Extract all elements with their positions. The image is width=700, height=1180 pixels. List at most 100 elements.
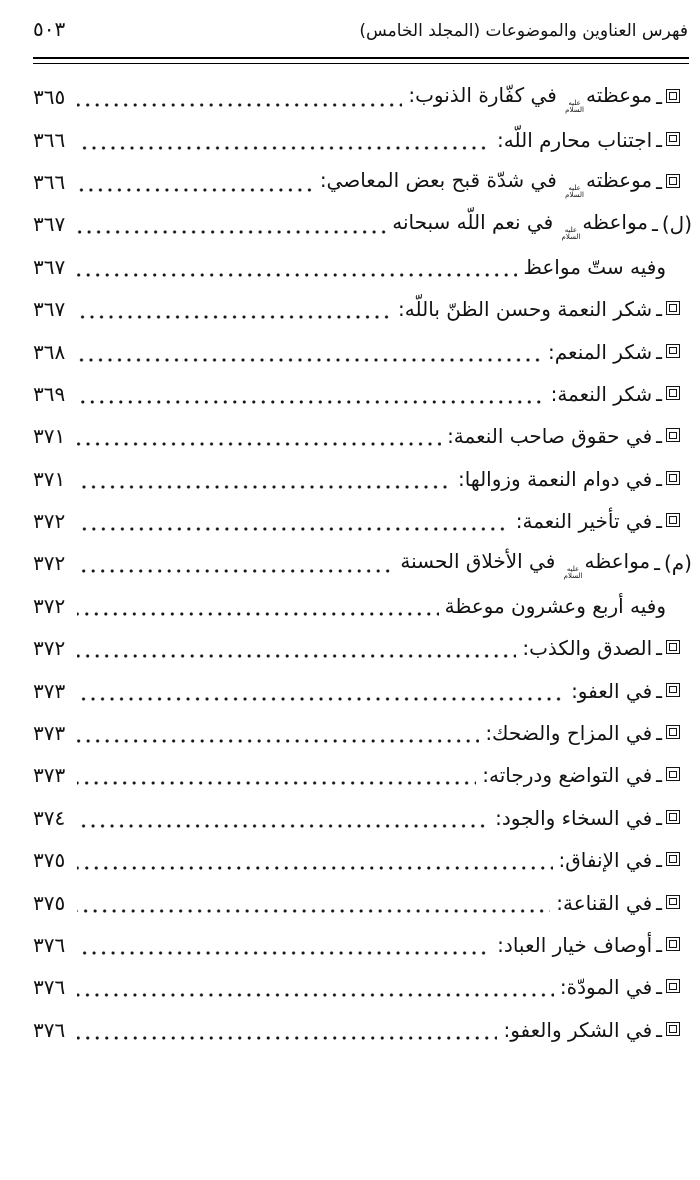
square-bullet-icon xyxy=(666,767,680,782)
entry-page-number: ٣٧١ xyxy=(33,466,66,491)
entry-page-number: ٣٧١ xyxy=(33,424,66,449)
page-number: ٥٠٣ xyxy=(33,17,66,41)
square-bullet-icon xyxy=(666,937,680,951)
toc-entry: ـ في السخاء والجود: ٣٧٤ xyxy=(33,797,692,839)
dash-separator: ـ xyxy=(656,297,662,322)
toc-entry: ـ في التواضع ودرجاته: ٣٧٣ xyxy=(33,754,692,796)
entry-page-number: ٣٦٧ xyxy=(33,254,66,279)
dash-separator: ـ xyxy=(656,424,662,449)
dot-leader xyxy=(77,230,387,235)
dot-leader xyxy=(77,442,442,447)
entry-page-number: ٣٧٦ xyxy=(33,1017,66,1042)
square-bullet-icon xyxy=(666,428,680,443)
entry-page-number: ٣٦٨ xyxy=(33,339,66,364)
entry-title: الصدق والكذب: xyxy=(522,636,652,660)
entry-title: أوصاف خيار العباد: xyxy=(497,933,652,957)
toc-entry: ـ أوصاف خيار العباد: ٣٧٦ xyxy=(33,924,692,966)
page-title: فهرس العناوين والموضوعات (المجلد الخامس) xyxy=(359,21,688,41)
dot-leader xyxy=(77,781,477,786)
entry-text: في دوام النعمة وزوالها: xyxy=(458,466,653,491)
header-divider xyxy=(33,57,689,64)
dash-separator: ـ xyxy=(656,1017,662,1042)
entry-page-number: ٣٦٧ xyxy=(33,212,66,237)
square-bullet-icon xyxy=(666,89,680,104)
square-bullet-icon xyxy=(666,852,680,867)
entry-page-number: ٣٧٦ xyxy=(33,975,66,1000)
entry-text: أوصاف خيار العباد: xyxy=(497,933,653,957)
square-bullet-icon xyxy=(666,513,680,528)
toc-entry: ـ في الشكر والعفو: ٣٧٦ xyxy=(33,1009,692,1051)
dash-separator: ـ xyxy=(656,678,662,703)
entry-page-number: ٣٦٦ xyxy=(33,169,66,194)
dash-separator: ـ xyxy=(656,890,662,915)
dot-leader xyxy=(77,739,480,744)
entry-text: في العفو: xyxy=(571,678,653,703)
dash-separator: ـ xyxy=(656,85,662,110)
square-bullet-icon xyxy=(666,385,680,400)
dash-separator: ـ xyxy=(656,381,662,406)
entry-page-number: ٣٧٢ xyxy=(33,593,66,618)
entry-page-number: ٣٦٥ xyxy=(33,85,66,110)
entry-title: في تأخير النعمة: xyxy=(516,509,652,533)
square-bullet-icon xyxy=(666,979,680,994)
entry-text: شكر النعمة: xyxy=(550,381,653,406)
dash-separator: ـ xyxy=(656,127,662,152)
toc-entry: ـ في تأخير النعمة: ٣٧٢ xyxy=(33,500,692,542)
dot-leader xyxy=(77,696,566,701)
toc-entry: (م) ـ مواعظه عليه السلام في الأخلاق الحسنة ٣٧… xyxy=(33,542,692,584)
entry-page-number: ٣٧٢ xyxy=(33,636,66,661)
dash-separator: ـ xyxy=(656,509,662,534)
entry-text: في نعم اللّه سبحانه xyxy=(392,210,560,235)
entry-text: في القناعة: xyxy=(556,890,653,915)
dot-leader xyxy=(77,569,395,574)
dash-separator: ـ xyxy=(656,975,662,1000)
dot-leader xyxy=(77,611,439,616)
entry-page-number: ٣٧٣ xyxy=(33,721,66,746)
toc-entry: ـ في دوام النعمة وزوالها: ٣٧١ xyxy=(33,458,692,500)
seal-top: عليه xyxy=(568,98,581,107)
dash-separator: ـ xyxy=(656,169,662,194)
entry-text: في تأخير النعمة: xyxy=(515,509,653,534)
toc-entry: ـ في القناعة: ٣٧٥ xyxy=(33,881,692,923)
entry-text: في المزاح والضحك: xyxy=(485,721,653,746)
entry-text: شكر النعمة وحسن الظنّ باللّه: xyxy=(398,297,653,322)
dot-leader xyxy=(77,951,492,955)
entry-text: في الإنفاق: xyxy=(558,848,653,873)
square-bullet-icon xyxy=(666,470,680,485)
square-bullet-icon xyxy=(666,343,680,358)
entry-page-number: ٣٦٧ xyxy=(33,297,66,322)
entry-text: اجتناب محارم اللّه: xyxy=(497,127,653,152)
seal-bottom: السلام xyxy=(565,106,584,115)
dash-separator: ـ xyxy=(656,721,662,746)
seal-bottom: السلام xyxy=(565,190,584,199)
entry-title: في العفو: xyxy=(571,679,652,703)
entry-title: شكر النعمة وحسن الظنّ باللّه: xyxy=(398,297,652,321)
entry-page-number: ٣٧٤ xyxy=(33,805,66,830)
dot-leader xyxy=(77,993,554,998)
entry-title: وفيه أربع وعشرون موعظة xyxy=(445,594,666,618)
section-letter: (م) xyxy=(664,551,692,576)
dash-separator: ـ xyxy=(656,339,662,364)
seal-bottom: السلام xyxy=(563,572,583,581)
entry-text: في كفّارة الذنوب: xyxy=(408,82,564,107)
alayhis-salam-seal-icon: عليه السلام xyxy=(565,184,584,200)
entry-text: موعظته xyxy=(585,167,653,192)
toc-entry: ـ الصدق والكذب: ٣٧٢ xyxy=(33,627,692,669)
toc-entry: ـ اجتناب محارم اللّه: ٣٦٦ xyxy=(33,118,692,160)
dash-separator: ـ xyxy=(656,466,662,491)
square-bullet-icon xyxy=(666,682,680,697)
toc-list: ـ موعظته عليه السلام في كفّارة الذنوب: ٣٦٥ ـ ا… xyxy=(33,76,692,1051)
entry-text: في المودّة: xyxy=(559,975,653,1000)
dash-separator: ـ xyxy=(652,212,658,237)
alayhis-salam-seal-icon: عليه السلام xyxy=(563,565,583,581)
square-bullet-icon xyxy=(666,131,680,146)
entry-text: الصدق والكذب: xyxy=(522,636,653,661)
alayhis-salam-seal-icon: عليه السلام xyxy=(561,226,580,242)
entry-text: في التواضع ودرجاته: xyxy=(482,763,653,788)
square-bullet-icon xyxy=(666,1021,680,1036)
alayhis-salam-seal-icon: عليه السلام xyxy=(565,98,584,115)
square-bullet-icon xyxy=(666,725,680,740)
entry-page-number: ٣٧٥ xyxy=(33,890,66,915)
dot-leader xyxy=(77,908,551,913)
square-bullet-icon xyxy=(666,640,680,655)
